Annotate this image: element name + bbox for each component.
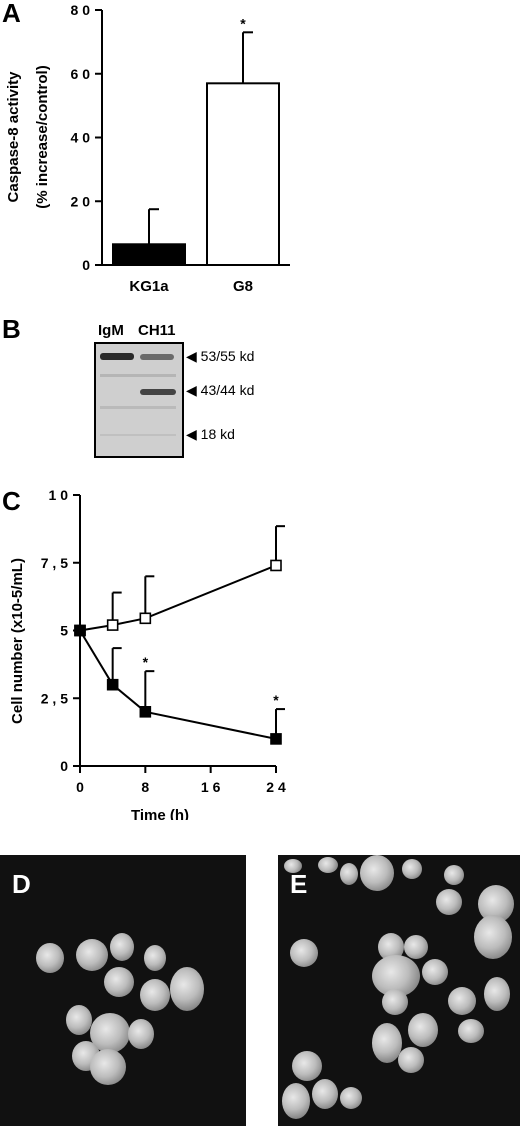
nucleus: [292, 1051, 322, 1081]
y-axis-label: Caspase-8 activity: [5, 71, 22, 203]
x-tick-label: 0: [76, 779, 84, 795]
western-blot-image: [94, 342, 184, 458]
panel-letter-d: D: [12, 869, 31, 899]
band-ch11-43: [140, 389, 176, 395]
nucleus: [318, 857, 338, 873]
x-tick-label: KG1a: [129, 278, 169, 295]
series-line-filled-square: [79, 629, 277, 740]
y-tick-label: 2 , 5: [41, 690, 68, 706]
marker-43-44kd-label: 43/44 kd: [200, 382, 255, 398]
x-tick-label: 8: [141, 779, 149, 795]
y-tick-label: 4 0: [71, 130, 91, 146]
panel-letter-a: A: [2, 0, 21, 28]
nucleus: [290, 939, 318, 967]
nucleus: [382, 989, 408, 1015]
panel-letter-e: E: [290, 869, 308, 899]
nucleus: [398, 1047, 424, 1073]
nucleus: [284, 859, 302, 873]
significance-marker: *: [273, 692, 279, 708]
y-tick-label: 8 0: [71, 2, 91, 18]
panel-letter-c: C: [2, 486, 21, 516]
band-smear-1: [100, 374, 176, 377]
marker-53-55kd-label: 53/55 kd: [200, 348, 255, 364]
y-tick-label: 0: [60, 758, 68, 774]
y-axis-label: Cell number (x10-5/mL): [9, 558, 26, 724]
series-line-open-square: [79, 564, 277, 632]
x-tick-label: 2 4: [266, 779, 286, 795]
nucleus: [444, 865, 464, 885]
micrograph-e: E: [278, 855, 520, 1126]
data-point-open-square: [106, 619, 119, 631]
y-axis-label-units: (% increase/control): [34, 65, 51, 208]
x-axis-label: Time (h): [131, 807, 189, 820]
y-tick-label: 7 , 5: [41, 555, 68, 571]
nucleus: [404, 935, 428, 959]
nucleus: [144, 945, 166, 971]
y-tick-label: 1 0: [49, 487, 69, 503]
nucleus: [448, 987, 476, 1015]
panel-letter-b: B: [2, 314, 21, 344]
data-point-filled-square: [74, 624, 86, 637]
nucleus: [408, 1013, 438, 1047]
nucleus: [76, 939, 108, 971]
marker-18kd: ◀ 18 kd: [186, 426, 235, 442]
y-tick-label: 2 0: [71, 193, 91, 209]
lane-label-igm: IgM: [98, 322, 124, 339]
y-tick-label: 6 0: [71, 66, 91, 82]
significance-marker: *: [240, 15, 246, 31]
nucleus: [484, 977, 510, 1011]
marker-53-55kd: ◀ 53/55 kd: [186, 348, 255, 364]
nucleus: [110, 933, 134, 961]
nucleus: [474, 915, 512, 959]
nucleus: [128, 1019, 154, 1049]
nucleus: [66, 1005, 92, 1035]
data-point-filled-square: [270, 733, 282, 745]
x-tick-label: G8: [233, 278, 253, 295]
band-smear-2: [100, 406, 176, 409]
data-point-open-square: [270, 559, 282, 572]
nucleus: [372, 1023, 402, 1063]
x-tick-label: 1 6: [201, 779, 221, 795]
nucleus: [422, 959, 448, 985]
nucleus: [170, 967, 204, 1011]
nucleus: [402, 859, 422, 879]
nucleus: [140, 979, 170, 1011]
nucleus: [312, 1079, 338, 1109]
bar-chart-caspase8: Caspase-8 activity (% increase/control) …: [5, 2, 290, 295]
nucleus: [360, 855, 394, 891]
y-tick-label: 0: [82, 257, 90, 273]
nucleus: [458, 1019, 484, 1043]
nucleus: [436, 889, 462, 915]
band-smear-3: [100, 434, 176, 436]
band-igm-53: [100, 353, 134, 360]
band-ch11-53: [140, 354, 174, 360]
nucleus: [340, 1087, 362, 1109]
nucleus: [340, 863, 358, 885]
nucleus: [90, 1049, 126, 1085]
nucleus: [104, 967, 134, 997]
data-point-filled-square: [106, 678, 119, 691]
bar-g8: [206, 82, 280, 266]
nucleus: [36, 943, 64, 973]
marker-18kd-label: 18 kd: [200, 426, 235, 442]
bar-kg1a: [112, 243, 186, 266]
marker-43-44kd: ◀ 43/44 kd: [186, 382, 255, 398]
significance-marker: *: [143, 654, 149, 670]
data-point-filled-square: [139, 706, 152, 718]
line-chart-cell-number: Cell number (x10-5/mL) Time (h) 0 2 , 5 5 7…: [9, 487, 286, 820]
micrograph-d: D: [0, 855, 246, 1126]
lane-label-ch11: CH11: [138, 322, 176, 339]
data-point-open-square: [139, 612, 152, 625]
y-tick-label: 5: [60, 623, 68, 639]
nucleus: [282, 1083, 310, 1119]
